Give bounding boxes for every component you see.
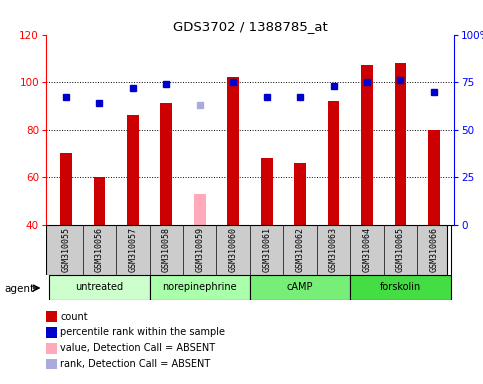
Bar — [94, 177, 105, 225]
Title: GDS3702 / 1388785_at: GDS3702 / 1388785_at — [172, 20, 327, 33]
Text: GSM310066: GSM310066 — [429, 227, 439, 271]
Bar — [60, 153, 72, 225]
Text: GSM310064: GSM310064 — [363, 227, 371, 271]
Text: cAMP: cAMP — [287, 282, 313, 293]
Text: count: count — [60, 312, 88, 322]
Bar — [160, 103, 172, 225]
Bar — [150, 275, 250, 300]
Text: forskolin: forskolin — [380, 282, 421, 293]
Text: agent: agent — [5, 284, 35, 294]
Text: GSM310057: GSM310057 — [128, 227, 137, 271]
Bar — [227, 77, 239, 225]
Text: GSM310062: GSM310062 — [296, 227, 305, 271]
Bar — [250, 275, 350, 300]
Bar — [328, 101, 340, 225]
Text: GSM310063: GSM310063 — [329, 227, 338, 271]
Text: GSM310056: GSM310056 — [95, 227, 104, 271]
Text: GSM310058: GSM310058 — [162, 227, 171, 271]
Text: value, Detection Call = ABSENT: value, Detection Call = ABSENT — [60, 343, 215, 353]
Bar — [294, 163, 306, 225]
Text: rank, Detection Call = ABSENT: rank, Detection Call = ABSENT — [60, 359, 211, 369]
Text: GSM310065: GSM310065 — [396, 227, 405, 271]
Text: GSM310060: GSM310060 — [229, 227, 238, 271]
Bar — [361, 65, 373, 225]
Bar — [350, 275, 451, 300]
Text: untreated: untreated — [75, 282, 124, 293]
Text: percentile rank within the sample: percentile rank within the sample — [60, 327, 226, 337]
Text: GSM310059: GSM310059 — [195, 227, 204, 271]
Bar — [49, 275, 150, 300]
Text: norepinephrine: norepinephrine — [162, 282, 237, 293]
Text: GSM310055: GSM310055 — [61, 227, 71, 271]
Bar — [428, 130, 440, 225]
Bar — [395, 63, 406, 225]
Bar — [127, 115, 139, 225]
Bar — [261, 158, 272, 225]
Text: GSM310061: GSM310061 — [262, 227, 271, 271]
Bar — [194, 194, 206, 225]
